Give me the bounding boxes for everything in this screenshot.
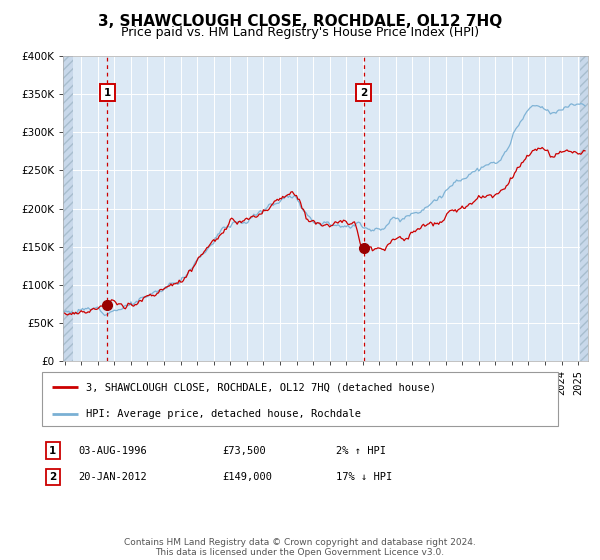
Text: 20-JAN-2012: 20-JAN-2012 [78,472,147,482]
Text: 2% ↑ HPI: 2% ↑ HPI [336,446,386,456]
Bar [63,56,73,361]
FancyBboxPatch shape [42,372,558,426]
Text: 2: 2 [49,472,56,482]
Bar [580,56,588,361]
Text: 2: 2 [360,87,367,97]
Text: 3, SHAWCLOUGH CLOSE, ROCHDALE, OL12 7HQ: 3, SHAWCLOUGH CLOSE, ROCHDALE, OL12 7HQ [98,14,502,29]
Text: £73,500: £73,500 [222,446,266,456]
Text: 03-AUG-1996: 03-AUG-1996 [78,446,147,456]
Text: Contains HM Land Registry data © Crown copyright and database right 2024.
This d: Contains HM Land Registry data © Crown c… [124,538,476,557]
Text: 1: 1 [104,87,111,97]
Text: 3, SHAWCLOUGH CLOSE, ROCHDALE, OL12 7HQ (detached house): 3, SHAWCLOUGH CLOSE, ROCHDALE, OL12 7HQ … [86,382,436,393]
Text: Price paid vs. HM Land Registry's House Price Index (HPI): Price paid vs. HM Land Registry's House … [121,26,479,39]
Text: 17% ↓ HPI: 17% ↓ HPI [336,472,392,482]
Text: £149,000: £149,000 [222,472,272,482]
Text: 1: 1 [49,446,56,456]
Text: HPI: Average price, detached house, Rochdale: HPI: Average price, detached house, Roch… [86,409,361,419]
